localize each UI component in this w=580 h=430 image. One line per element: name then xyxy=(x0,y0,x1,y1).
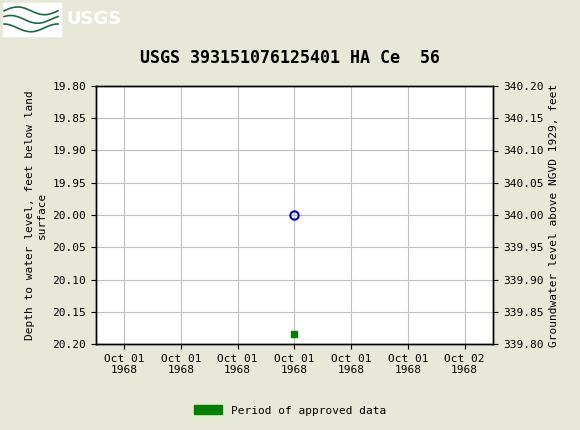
Y-axis label: Depth to water level, feet below land
surface: Depth to water level, feet below land su… xyxy=(25,90,46,340)
Bar xyxy=(3,3,61,36)
Text: USGS: USGS xyxy=(67,10,122,28)
Y-axis label: Groundwater level above NGVD 1929, feet: Groundwater level above NGVD 1929, feet xyxy=(549,83,559,347)
Text: USGS 393151076125401 HA Ce  56: USGS 393151076125401 HA Ce 56 xyxy=(140,49,440,67)
Legend: Period of approved data: Period of approved data xyxy=(190,401,390,420)
